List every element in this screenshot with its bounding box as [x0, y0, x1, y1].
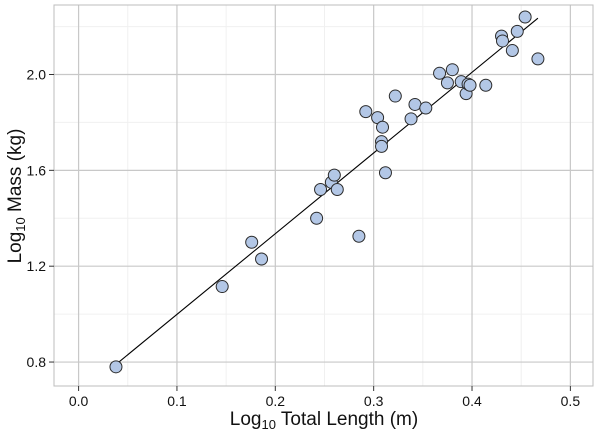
data-point — [215, 280, 229, 294]
x-tick-label: 0.2 — [266, 393, 286, 409]
data-point — [419, 101, 433, 115]
minor-gridlines — [54, 5, 593, 386]
x-tick-label: 0.1 — [167, 393, 187, 409]
x-tick-label: 0.3 — [364, 393, 384, 409]
y-tick-label: 0.8 — [27, 354, 47, 370]
data-point — [388, 89, 402, 103]
data-point — [440, 76, 454, 90]
data-point — [314, 183, 328, 197]
data-point — [327, 168, 341, 182]
data-point — [376, 120, 390, 134]
x-axis: 0.0 0.1 0.2 0.3 0.4 0.5 — [69, 386, 580, 409]
data-point — [109, 360, 123, 374]
x-axis-title: Log10 Total Length (m) — [230, 409, 418, 432]
data-point — [255, 252, 269, 266]
data-point — [378, 166, 392, 180]
data-point — [505, 44, 519, 58]
data-point — [531, 52, 545, 66]
y-tick-label: 1.2 — [27, 258, 47, 274]
plot-panel-border — [53, 4, 594, 387]
data-point — [479, 78, 493, 92]
data-points — [109, 10, 545, 374]
data-point — [359, 105, 373, 119]
data-point — [408, 97, 422, 111]
data-point — [510, 24, 524, 38]
y-tick-label: 1.6 — [27, 162, 47, 178]
data-point — [433, 66, 447, 80]
data-point — [445, 63, 459, 77]
data-point — [496, 34, 510, 48]
y-axis-title: Log10 Mass (kg) — [5, 129, 28, 264]
data-point — [352, 229, 366, 243]
data-point — [375, 139, 389, 153]
x-tick-label: 0.0 — [69, 393, 89, 409]
x-tick-label: 0.4 — [462, 393, 482, 409]
x-tick-label: 0.5 — [561, 393, 581, 409]
data-point — [518, 10, 532, 24]
data-point — [245, 235, 259, 249]
regression-line — [115, 17, 539, 365]
y-tick-label: 2.0 — [27, 66, 47, 82]
data-point — [463, 78, 477, 92]
y-axis: 0.8 1.2 1.6 2.0 — [27, 66, 54, 370]
data-point — [330, 183, 344, 197]
major-gridlines — [54, 5, 593, 386]
data-point — [404, 112, 418, 126]
data-point — [310, 211, 324, 225]
